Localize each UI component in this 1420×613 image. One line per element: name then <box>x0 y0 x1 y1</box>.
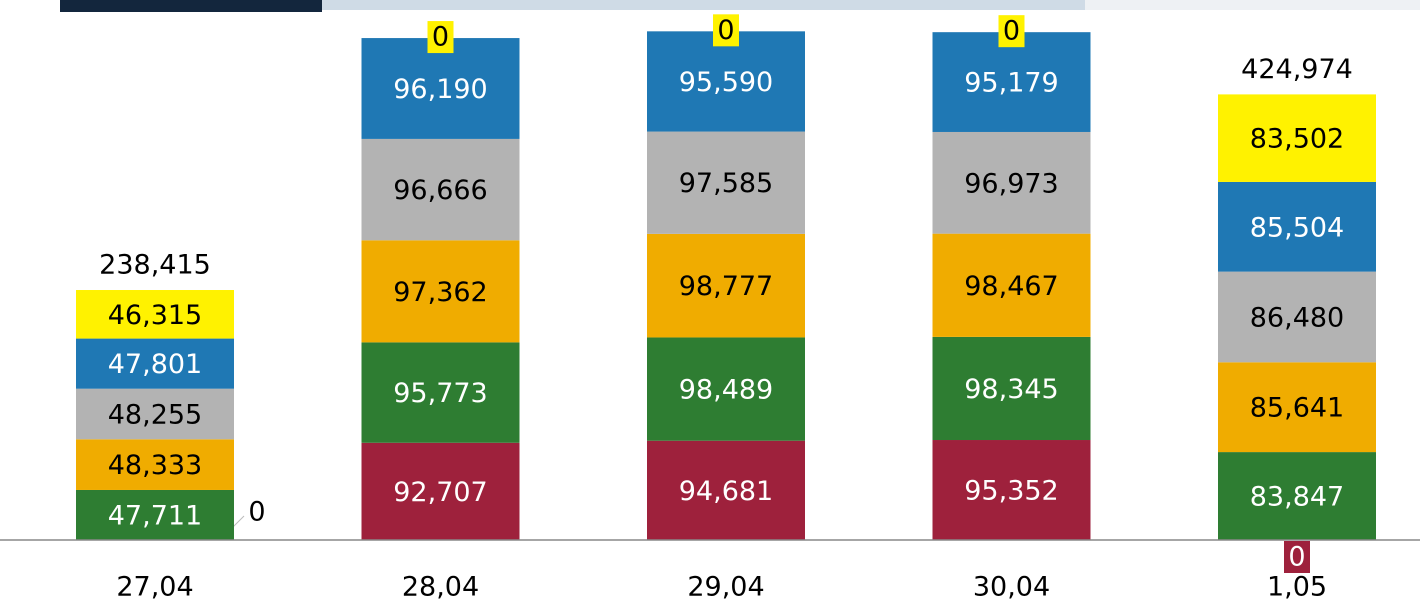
data-label-box <box>998 15 1025 48</box>
data-label: 0 <box>248 497 265 528</box>
x-tick-label: 1,05 <box>1267 572 1327 603</box>
data-label: 86,480 <box>1250 302 1344 333</box>
data-label: 97,362 <box>393 277 487 308</box>
bar-segment <box>361 342 520 443</box>
data-label: 0 <box>1288 542 1305 573</box>
bar-segment <box>1218 452 1376 540</box>
data-label-box <box>427 21 454 54</box>
bar-segment <box>76 290 234 339</box>
data-label: 95,590 <box>679 67 773 98</box>
total-label: 238,415 <box>99 250 211 281</box>
data-label: 83,847 <box>1250 482 1344 513</box>
data-label: 85,504 <box>1250 212 1344 243</box>
bar-segment <box>932 440 1091 540</box>
bar-segment <box>361 38 520 139</box>
bar-segment <box>932 233 1091 337</box>
data-label-box <box>713 14 739 47</box>
bar-segment <box>76 388 234 440</box>
bar-segment <box>361 442 520 540</box>
data-label: 98,467 <box>964 271 1058 302</box>
data-label: 97,585 <box>679 168 773 199</box>
bar-segment <box>361 138 520 241</box>
bar-segment <box>647 233 805 338</box>
bar-segment <box>647 440 805 540</box>
data-label: 48,255 <box>108 399 202 430</box>
data-label: 48,333 <box>108 450 202 481</box>
data-label-box <box>1284 541 1310 573</box>
bar-segment <box>932 32 1091 132</box>
x-tick-label: 28,04 <box>402 572 479 603</box>
total-label: 424,974 <box>1241 54 1353 85</box>
data-label: 83,502 <box>1250 124 1344 155</box>
bar-segment <box>76 489 234 540</box>
bar-segment <box>647 131 805 234</box>
data-label: 0 <box>1003 16 1020 47</box>
bar-segment <box>1218 94 1376 182</box>
data-label: 98,489 <box>679 375 773 406</box>
data-label: 95,773 <box>393 378 487 409</box>
x-tick-label: 29,04 <box>687 572 764 603</box>
data-label: 47,711 <box>108 500 202 531</box>
header-image <box>322 0 1085 10</box>
bar-segment <box>1218 362 1376 453</box>
bar-segment <box>647 337 805 441</box>
x-tick-label: 30,04 <box>973 572 1050 603</box>
data-label: 98,345 <box>964 374 1058 405</box>
data-label: 95,179 <box>964 68 1058 99</box>
data-label: 0 <box>432 22 449 53</box>
data-label: 94,681 <box>679 476 773 507</box>
data-label: 0 <box>717 15 734 46</box>
bar-segment <box>361 240 520 343</box>
bar-segment <box>932 131 1091 234</box>
data-label: 95,352 <box>964 476 1058 507</box>
data-label: 85,641 <box>1250 393 1344 424</box>
bar-segment <box>76 338 234 389</box>
data-label: 98,777 <box>679 271 773 302</box>
header-panel <box>1085 0 1420 10</box>
bar-segment <box>1218 181 1376 272</box>
data-label: 96,973 <box>964 168 1058 199</box>
header-strip <box>60 0 322 12</box>
bar-segment <box>1218 271 1376 363</box>
data-label: 92,707 <box>393 477 487 508</box>
bar-segment <box>932 336 1091 441</box>
data-label: 96,190 <box>393 74 487 105</box>
bar-segment <box>76 439 234 490</box>
data-label: 47,801 <box>108 349 202 380</box>
data-label: 96,666 <box>393 175 487 206</box>
data-label: 46,315 <box>108 300 202 331</box>
bar-segment <box>647 31 805 132</box>
x-tick-label: 27,04 <box>116 572 193 603</box>
